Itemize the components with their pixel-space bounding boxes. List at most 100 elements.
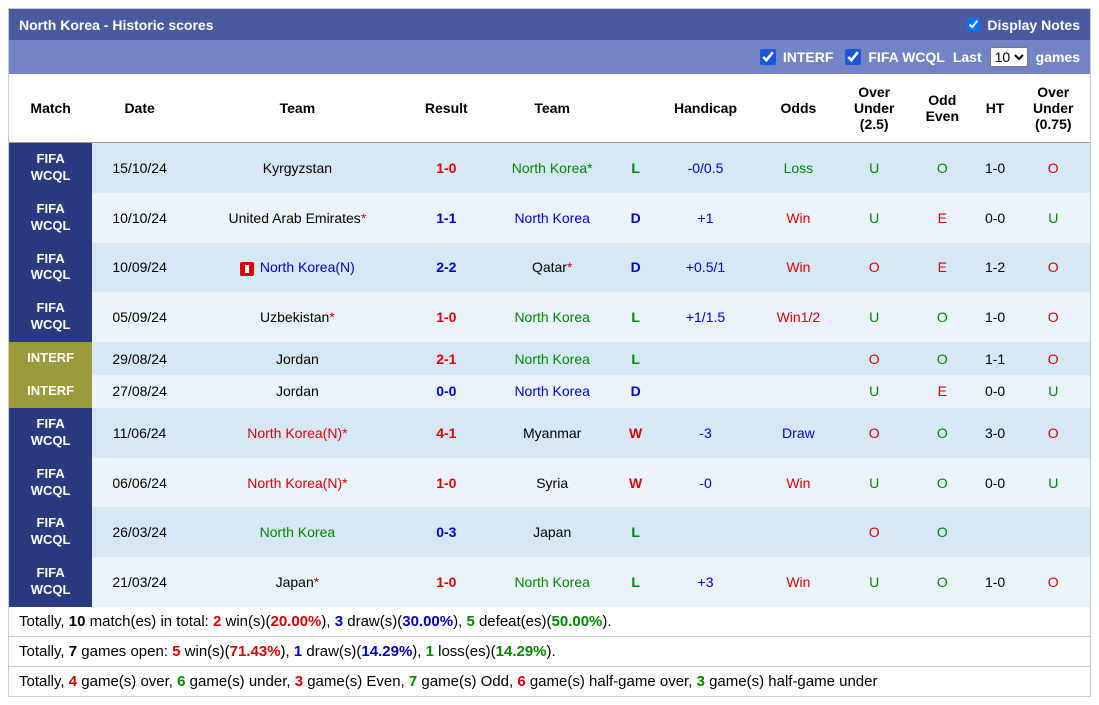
col-header [620,74,652,143]
col-header: Team [485,74,620,143]
odd-even: O [911,342,974,375]
odd-even: E [911,243,974,293]
result-score[interactable]: 1-1 [408,193,485,243]
over-under-25: U [837,143,910,193]
odds: Win [759,243,837,293]
last-prefix: Last [953,49,982,65]
odds: Win1/2 [759,292,837,342]
games-count-select[interactable]: 10 [990,47,1028,67]
over-under-075: U [1017,458,1091,508]
halftime: 1-0 [974,292,1017,342]
team-home[interactable]: Uzbekistan* [187,292,408,342]
match-type: FIFAWCQL [9,507,92,557]
table-row: FIFAWCQL11/06/24North Korea(N)*4-1Myanma… [9,408,1090,458]
match-type: INTERF [9,375,92,408]
odd-even: O [911,557,974,607]
odds: Win [759,458,837,508]
team-home[interactable]: United Arab Emirates* [187,193,408,243]
last-suffix: games [1036,49,1080,65]
table-row: FIFAWCQL10/09/24 North Korea(N)2-2Qatar*… [9,243,1090,293]
match-date: 29/08/24 [92,342,187,375]
result-score[interactable]: 2-2 [408,243,485,293]
fifa-checkbox[interactable] [845,49,861,65]
halftime: 1-0 [974,143,1017,193]
team-home[interactable]: North Korea(N) [187,243,408,293]
odd-even: O [911,143,974,193]
result-score[interactable]: 1-0 [408,458,485,508]
form-icon [240,262,254,276]
match-date: 05/09/24 [92,292,187,342]
result-score[interactable]: 0-3 [408,507,485,557]
halftime: 1-0 [974,557,1017,607]
team-away[interactable]: North Korea [485,375,620,408]
team-home[interactable]: Jordan [187,342,408,375]
match-type: FIFAWCQL [9,143,92,193]
col-header: OddEven [911,74,974,143]
team-away[interactable]: Japan [485,507,620,557]
team-home[interactable]: North Korea(N)* [187,458,408,508]
table-row: INTERF29/08/24Jordan2-1North KoreaLOO1-1… [9,342,1090,375]
col-header: Team [187,74,408,143]
wld: L [620,342,652,375]
result-score[interactable]: 4-1 [408,408,485,458]
odds [759,375,837,408]
team-home[interactable]: Jordan [187,375,408,408]
table-header-row: MatchDateTeamResultTeamHandicapOddsOverU… [9,74,1090,143]
col-header: Handicap [652,74,760,143]
fifa-filter[interactable]: FIFA WCQL [841,46,944,68]
team-away[interactable]: North Korea* [485,143,620,193]
team-away[interactable]: North Korea [485,193,620,243]
interf-checkbox[interactable] [760,49,776,65]
display-notes-checkbox[interactable] [967,18,980,31]
team-home[interactable]: North Korea [187,507,408,557]
over-under-075: O [1017,342,1091,375]
halftime: 0-0 [974,458,1017,508]
result-score[interactable]: 2-1 [408,342,485,375]
match-type: FIFAWCQL [9,458,92,508]
wld: L [620,292,652,342]
odds: Draw [759,408,837,458]
table-row: FIFAWCQL26/03/24North Korea0-3JapanLOO [9,507,1090,557]
team-away[interactable]: North Korea [485,292,620,342]
odd-even: E [911,193,974,243]
wld: D [620,193,652,243]
col-header: Odds [759,74,837,143]
wld: W [620,408,652,458]
result-score[interactable]: 1-0 [408,143,485,193]
team-away[interactable]: Qatar* [485,243,620,293]
interf-filter[interactable]: INTERF [756,46,834,68]
col-header: Result [408,74,485,143]
match-date: 15/10/24 [92,143,187,193]
over-under-25: O [837,342,910,375]
table-row: FIFAWCQL21/03/24Japan*1-0North KoreaL+3W… [9,557,1090,607]
match-date: 10/10/24 [92,193,187,243]
result-score[interactable]: 1-0 [408,292,485,342]
team-away[interactable]: North Korea [485,557,620,607]
wld: D [620,243,652,293]
match-date: 10/09/24 [92,243,187,293]
team-home[interactable]: Kyrgyzstan [187,143,408,193]
team-away[interactable]: North Korea [485,342,620,375]
odd-even: O [911,507,974,557]
result-score[interactable]: 1-0 [408,557,485,607]
result-score[interactable]: 0-0 [408,375,485,408]
team-away[interactable]: Myanmar [485,408,620,458]
halftime: 1-2 [974,243,1017,293]
handicap: +0.5/1 [652,243,760,293]
col-header: OverUnder(2.5) [837,74,910,143]
scores-panel: North Korea - Historic scores Display No… [8,8,1091,697]
match-type: FIFAWCQL [9,292,92,342]
col-header: HT [974,74,1017,143]
handicap: +1/1.5 [652,292,760,342]
handicap: +3 [652,557,760,607]
handicap [652,507,760,557]
team-away[interactable]: Syria [485,458,620,508]
table-row: FIFAWCQL15/10/24Kyrgyzstan1-0North Korea… [9,143,1090,193]
over-under-075: O [1017,557,1091,607]
team-home[interactable]: Japan* [187,557,408,607]
display-notes-toggle[interactable]: Display Notes [963,15,1080,34]
over-under-075: O [1017,408,1091,458]
over-under-075: O [1017,292,1091,342]
odds [759,507,837,557]
team-home[interactable]: North Korea(N)* [187,408,408,458]
